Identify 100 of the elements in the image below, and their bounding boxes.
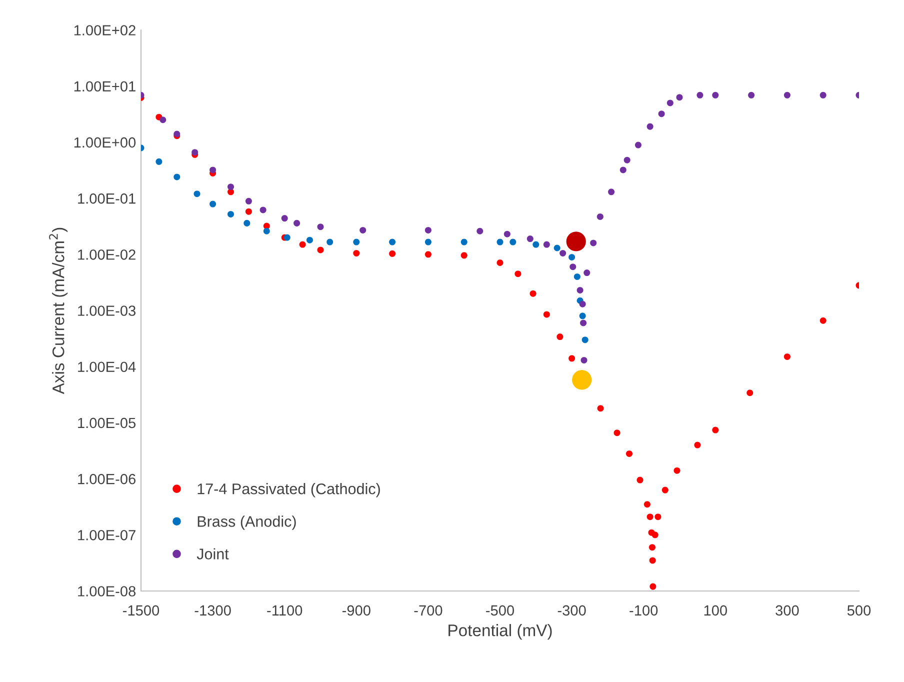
point xyxy=(260,206,266,214)
point xyxy=(160,116,166,124)
point xyxy=(580,356,588,364)
point xyxy=(597,405,604,412)
point xyxy=(424,238,432,246)
point xyxy=(510,238,516,246)
point xyxy=(574,273,580,280)
point xyxy=(579,300,586,308)
y-tick-label: 1.00E-06 xyxy=(78,474,136,484)
point xyxy=(648,544,656,551)
point xyxy=(460,252,468,259)
point xyxy=(306,236,313,244)
point xyxy=(317,224,324,230)
point xyxy=(496,259,504,266)
y-tick-label: 1.00E-07 xyxy=(78,530,136,540)
point xyxy=(646,123,654,130)
point xyxy=(590,240,597,246)
point xyxy=(646,514,654,520)
point xyxy=(476,228,484,234)
point xyxy=(526,236,534,242)
point xyxy=(662,486,668,494)
point xyxy=(245,198,252,204)
legend-label: 17-4 Passivated (Cathodic) xyxy=(198,483,380,498)
x-tick-label: -900 xyxy=(342,605,370,616)
x-tick-label: -500 xyxy=(486,605,514,616)
point xyxy=(650,583,656,590)
point xyxy=(626,450,632,457)
x-tick-label: -300 xyxy=(558,605,586,616)
point xyxy=(746,390,754,396)
y-tick-label: 1.00E-03 xyxy=(78,306,136,316)
point xyxy=(620,166,626,174)
point xyxy=(284,234,290,241)
point xyxy=(712,426,719,434)
x-tick-label: -1500 xyxy=(123,605,160,616)
point xyxy=(614,430,620,436)
point xyxy=(582,336,588,344)
point xyxy=(644,501,650,508)
point xyxy=(532,241,540,248)
point xyxy=(174,174,180,180)
point xyxy=(194,190,200,198)
legend-label: Brass (Anodic) xyxy=(198,516,296,530)
point xyxy=(820,92,826,98)
point xyxy=(353,250,360,256)
point xyxy=(634,142,642,148)
y-tick-label: 1.00E-08 xyxy=(78,586,136,596)
point xyxy=(360,226,366,234)
x-tick-label: 300 xyxy=(776,605,799,616)
x-axis-title: Potential (mV) xyxy=(448,624,552,640)
point xyxy=(156,158,162,165)
y-tick-label: 1.00E+01 xyxy=(74,81,136,92)
y-tick-label: 1.00E+02 xyxy=(74,25,136,36)
point xyxy=(210,200,216,208)
point xyxy=(596,213,604,220)
point xyxy=(568,355,576,362)
point xyxy=(460,238,468,246)
point xyxy=(560,250,566,256)
point xyxy=(543,311,550,318)
point xyxy=(658,110,665,118)
point xyxy=(666,100,674,106)
point xyxy=(748,92,755,98)
point xyxy=(649,557,656,564)
point xyxy=(608,188,615,196)
point xyxy=(820,317,826,324)
point xyxy=(227,184,234,190)
point xyxy=(580,320,587,326)
point xyxy=(696,92,704,98)
point xyxy=(245,208,252,215)
point xyxy=(784,353,790,360)
point xyxy=(579,312,586,320)
point xyxy=(504,230,510,238)
y-tick-label: 1.00E-04 xyxy=(78,362,136,372)
x-tick-label: -700 xyxy=(414,605,442,616)
point xyxy=(263,228,270,234)
point xyxy=(556,334,564,340)
point xyxy=(676,94,683,101)
point xyxy=(496,238,504,246)
point xyxy=(584,270,590,276)
point xyxy=(576,286,584,294)
point xyxy=(326,238,334,246)
legend-label: Joint xyxy=(196,548,229,560)
point xyxy=(570,264,576,270)
point xyxy=(654,514,662,520)
point xyxy=(568,254,576,260)
y-tick-label: 1.00E-02 xyxy=(78,250,136,260)
point xyxy=(227,210,234,218)
point xyxy=(543,241,550,248)
y-tick-label: 1.00E-05 xyxy=(78,418,136,428)
point xyxy=(424,251,432,258)
point xyxy=(712,92,719,98)
point xyxy=(652,532,658,538)
point xyxy=(636,476,644,484)
point xyxy=(784,92,790,98)
x-tick-label: 100 xyxy=(704,605,727,616)
point xyxy=(389,250,396,257)
point xyxy=(210,166,216,174)
point xyxy=(389,238,396,246)
point xyxy=(299,241,306,248)
point xyxy=(317,246,324,254)
point xyxy=(694,442,701,448)
point xyxy=(624,156,630,164)
